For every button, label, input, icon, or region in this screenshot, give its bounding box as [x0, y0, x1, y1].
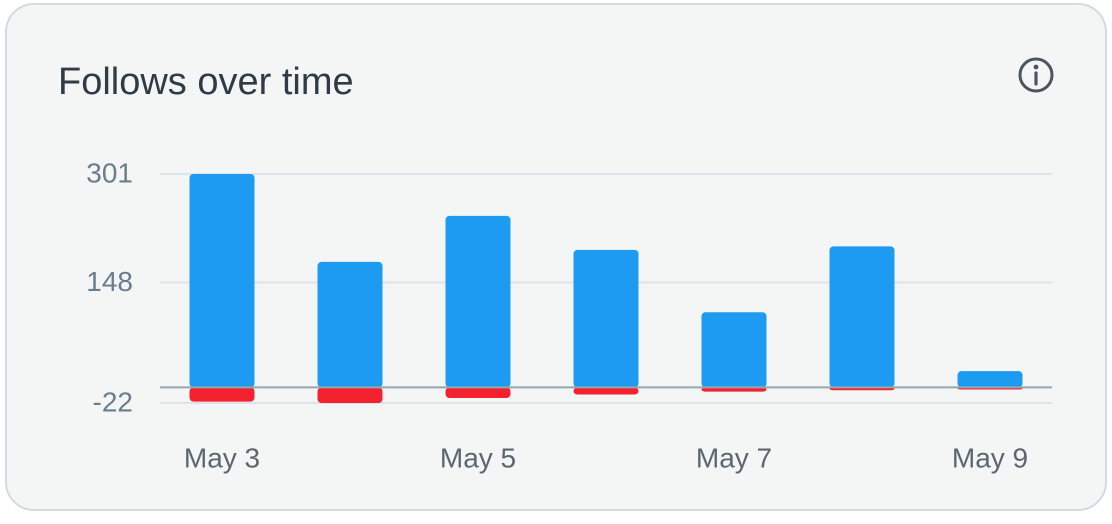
bar	[189, 174, 255, 388]
x-tick-label: May 9	[952, 442, 1028, 473]
x-tick-label: May 5	[440, 442, 516, 473]
info-icon[interactable]	[1018, 57, 1054, 93]
bar	[317, 261, 383, 388]
y-tick-label: -22	[93, 386, 133, 417]
bar	[829, 246, 895, 388]
bar	[957, 371, 1023, 388]
bar	[189, 387, 255, 402]
bar	[445, 215, 511, 388]
bar	[701, 312, 767, 388]
bar	[701, 387, 767, 392]
bar	[573, 387, 639, 395]
bar	[573, 249, 639, 388]
x-tick-label: May 3	[184, 442, 260, 473]
y-tick-label: 301	[86, 157, 133, 188]
x-tick-label: May 7	[696, 442, 772, 473]
bar	[445, 387, 511, 399]
bar	[317, 387, 383, 403]
chart-title: Follows over time	[58, 61, 354, 103]
y-tick-label: 148	[86, 266, 133, 297]
